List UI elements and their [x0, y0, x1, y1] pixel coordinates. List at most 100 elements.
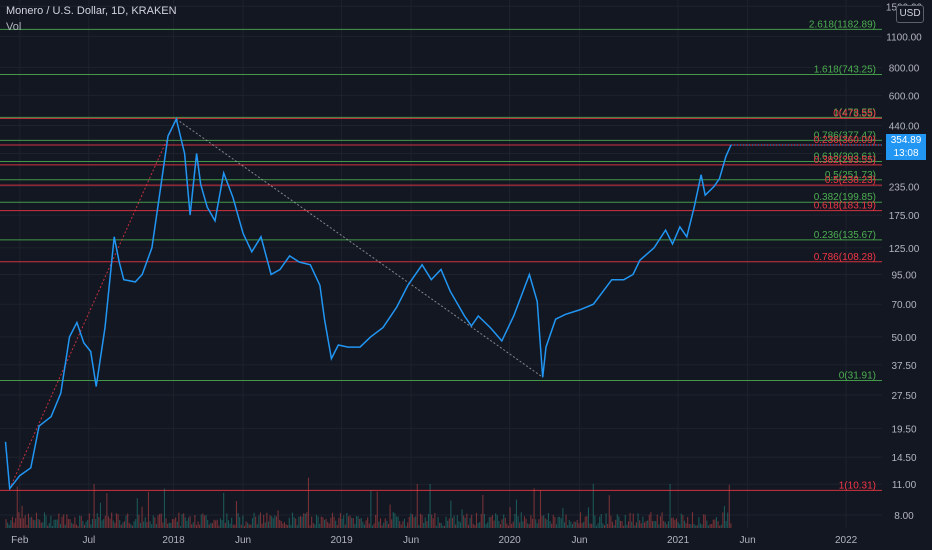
volume-bar — [184, 517, 186, 528]
volume-bar — [93, 484, 95, 528]
volume-bar — [403, 518, 406, 528]
x-axis: Feb Jul 2018 Jun 2019 Jun 2020 Jun 2021 Jun 2022 — [11, 535, 857, 546]
volume-bar — [347, 516, 350, 528]
volume-bar — [109, 518, 111, 528]
volume-bar — [712, 519, 714, 528]
volume-bar — [594, 515, 596, 528]
volume-bar — [147, 491, 150, 528]
volume-bar — [584, 516, 586, 528]
fib-level-label: 0.5(251.73) — [825, 170, 876, 181]
volume-bar — [679, 524, 681, 528]
volume-bar — [480, 513, 482, 528]
volume-bar — [117, 514, 119, 528]
volume-bar — [322, 517, 324, 528]
volume-bar — [464, 517, 466, 528]
volume-bar — [549, 521, 551, 528]
volume-bar — [474, 525, 476, 528]
y-tick-label: 175.00 — [889, 211, 920, 222]
volume-bar — [669, 483, 671, 528]
volume-bar — [219, 518, 222, 528]
x-tick-label: Jul — [82, 535, 95, 546]
volume-bar — [127, 513, 129, 528]
volume-bar — [597, 523, 599, 528]
volume-bar — [29, 517, 31, 528]
volume-bar — [624, 514, 626, 528]
volume-bar — [295, 518, 297, 528]
volume-bar — [315, 514, 318, 528]
volume-bar — [440, 522, 442, 528]
volume-bar — [101, 520, 103, 528]
volume-bar — [245, 521, 247, 528]
volume-bar — [381, 525, 383, 528]
volume-bar — [434, 513, 436, 528]
volume-bar — [363, 524, 366, 528]
volume-bar — [682, 515, 684, 528]
volume-bar — [149, 521, 151, 528]
volume-bar — [144, 517, 146, 528]
volume-bar — [202, 513, 204, 528]
volume-bar — [485, 523, 487, 528]
currency-button[interactable]: USD — [896, 5, 924, 23]
volume-bar — [408, 516, 410, 528]
volume-bar — [210, 522, 212, 528]
volume-bar — [112, 520, 114, 528]
volume-bar — [328, 523, 330, 528]
volume-bar — [619, 520, 622, 528]
volume-bar — [509, 507, 511, 528]
volume-bar — [275, 516, 278, 528]
volume-bar — [34, 520, 36, 528]
volume-bar — [40, 522, 42, 528]
volume-bar — [8, 524, 10, 528]
fib-level-label: 1(478.55) — [833, 107, 876, 118]
volume-bar — [216, 519, 218, 528]
volume-bar — [551, 523, 553, 528]
volume-bar — [459, 522, 462, 528]
volume-bar — [634, 525, 636, 528]
volume-bar — [111, 512, 113, 528]
y-tick-label: 95.00 — [891, 270, 916, 281]
volume-bar — [647, 520, 649, 528]
volume-bar — [555, 524, 558, 528]
volume-bar — [243, 525, 246, 528]
volume-bar — [234, 524, 236, 528]
volume-bar — [539, 490, 542, 528]
volume-bar — [307, 477, 310, 528]
volume-bar — [493, 520, 495, 528]
volume-bar — [290, 524, 292, 528]
volume-bar — [445, 516, 447, 528]
volume-bar — [431, 514, 433, 528]
volume-bar — [64, 524, 66, 528]
volume-bar — [349, 515, 351, 528]
volume-bar — [578, 523, 580, 528]
volume-bar — [499, 524, 502, 528]
volume-bar — [439, 522, 441, 528]
volume-bar — [311, 516, 313, 528]
volume-bar — [128, 522, 130, 528]
volume-bar — [208, 524, 210, 528]
volume-bar — [170, 522, 172, 528]
volume-bar — [458, 521, 460, 528]
volume-bar — [618, 516, 620, 528]
volume-bar — [707, 525, 710, 528]
volume-bar — [587, 507, 590, 528]
volume-bar — [336, 525, 338, 528]
volume-bar — [650, 512, 652, 528]
volume-bar — [675, 518, 678, 528]
x-tick-label: 2020 — [498, 535, 521, 546]
volume-bar — [271, 516, 273, 528]
volume-bar — [87, 519, 89, 528]
bar-countdown: 13:08 — [893, 148, 919, 159]
volume-bar — [368, 523, 370, 528]
volume-bar — [629, 512, 631, 528]
volume-bar — [314, 524, 316, 528]
volume-bar — [371, 525, 374, 528]
volume-bar — [479, 522, 481, 528]
volume-bar — [159, 513, 161, 528]
volume-bar — [490, 516, 492, 528]
volume-bar — [195, 524, 198, 528]
volume-bar — [207, 519, 209, 528]
volume-bar — [173, 519, 175, 528]
volume-bar — [213, 519, 215, 528]
volume-bar — [197, 521, 199, 528]
